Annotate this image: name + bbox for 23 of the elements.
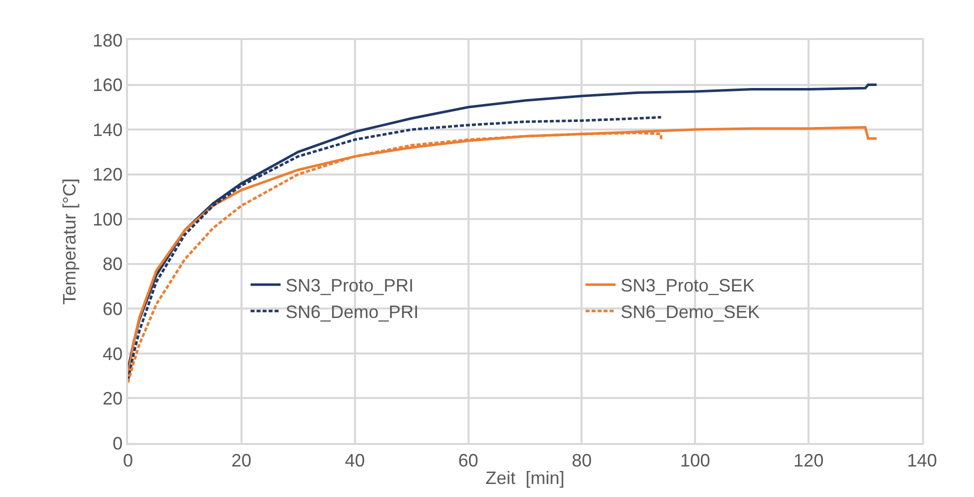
x-tick-label: 120	[794, 450, 824, 470]
y-tick-label: 120	[92, 164, 123, 185]
x-axis-title: Zeit [min]	[485, 468, 565, 488]
y-tick-label: 40	[102, 344, 123, 364]
legend-label: SN6_Demo_PRI	[286, 302, 419, 322]
y-tick-label: 80	[102, 254, 123, 274]
legend-label: SN6_Demo_SEK	[620, 302, 760, 322]
y-tick-label: 160	[92, 75, 123, 96]
y-tick-label: 60	[102, 298, 123, 319]
x-tick-label: 40	[344, 450, 365, 470]
y-tick-label: 0	[112, 433, 123, 454]
x-tick-label: 60	[458, 450, 478, 470]
legend-label: SN3_Proto_SEK	[620, 276, 755, 296]
y-tick-label: 140	[92, 120, 123, 140]
x-tick-label: 140	[906, 450, 938, 470]
legend-label: SN3_Proto_PRI	[286, 276, 414, 296]
y-tick-label: 20	[102, 388, 123, 409]
x-tick-label: 20	[231, 450, 252, 470]
y-tick-label: 180	[92, 30, 123, 50]
y-tick-label: 100	[92, 209, 123, 230]
x-tick-label: 80	[572, 450, 592, 470]
x-tick-label: 100	[680, 450, 710, 470]
y-axis-title: Temperatur [°C]	[59, 178, 80, 305]
